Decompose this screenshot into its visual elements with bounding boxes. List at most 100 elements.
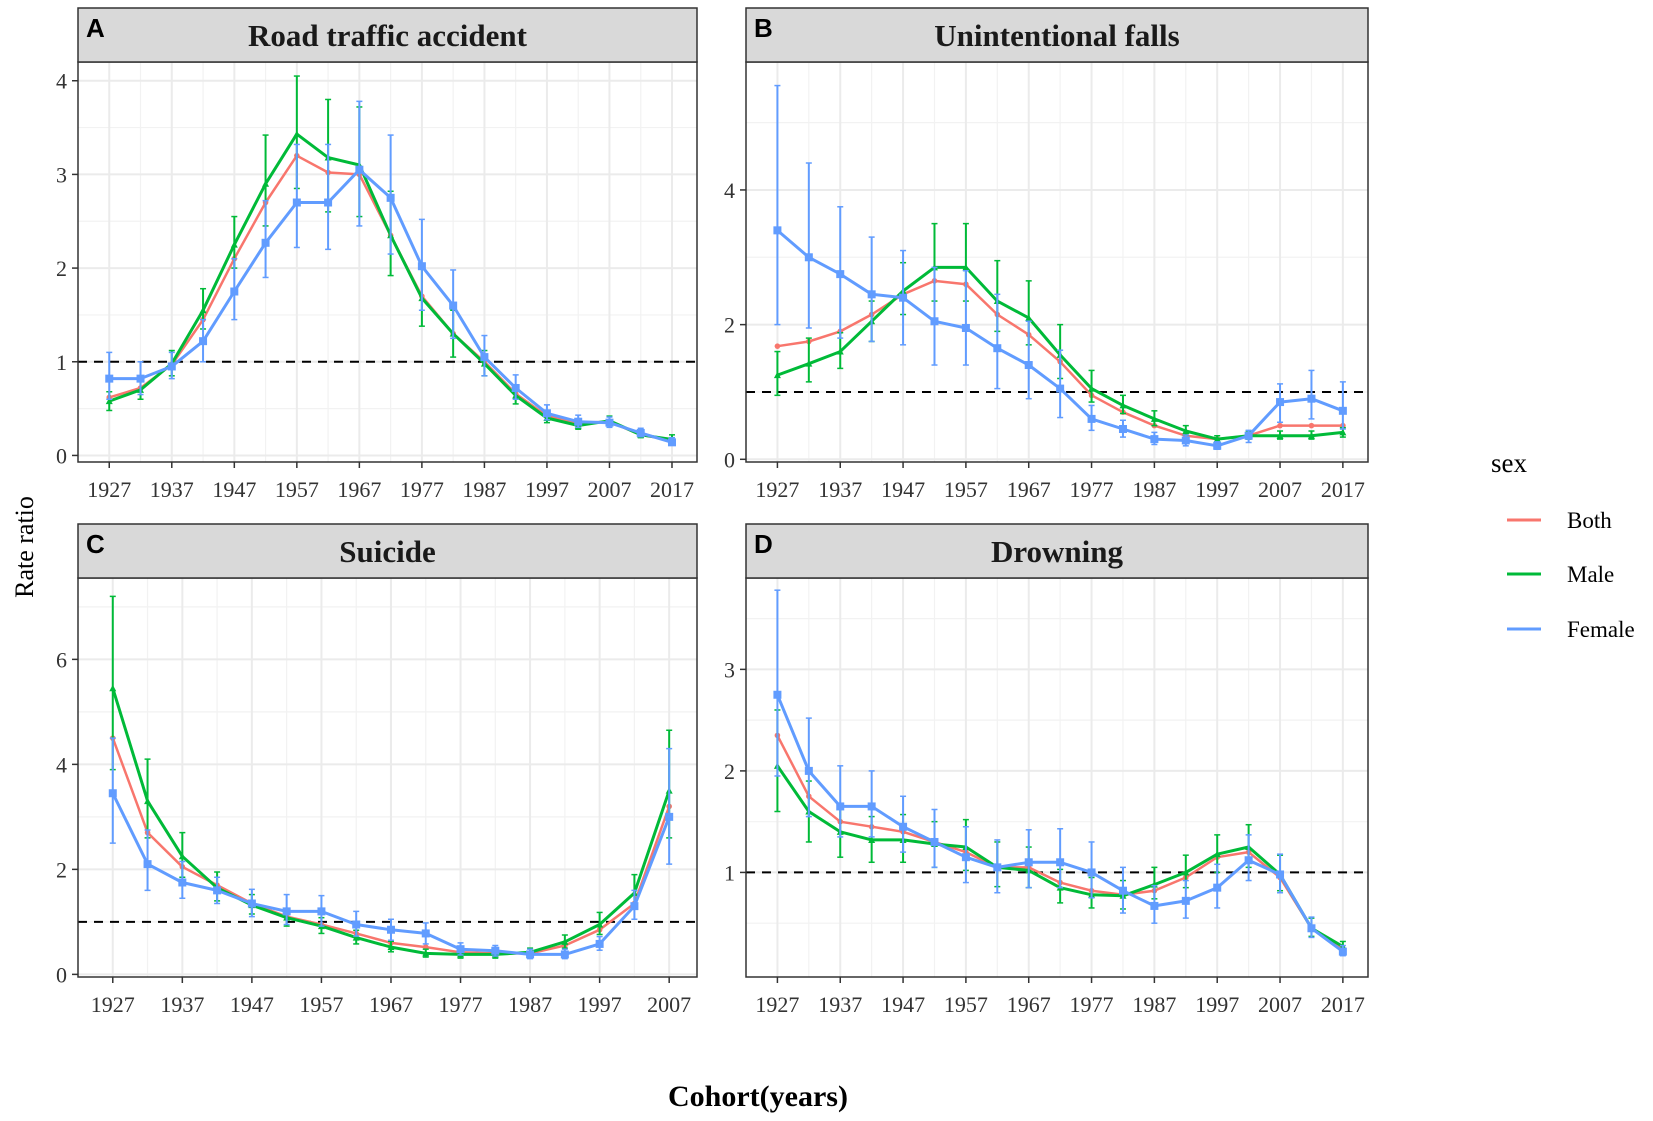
data-point-female: [1087, 868, 1096, 877]
data-point-male: [262, 180, 270, 187]
legend-label-both: Both: [1567, 508, 1612, 533]
data-point-female: [1338, 406, 1347, 415]
y-tick-label: 6: [56, 647, 67, 672]
data-point-female: [867, 290, 876, 299]
data-point-male: [1150, 415, 1158, 422]
data-point-male: [293, 130, 301, 138]
data-point-female: [143, 860, 152, 869]
data-point-female: [386, 925, 395, 934]
data-point-male: [1025, 314, 1033, 321]
data-point-female: [630, 902, 639, 911]
y-tick-label: 4: [56, 752, 67, 777]
y-tick-label: 0: [724, 447, 735, 472]
data-point-female: [1181, 436, 1190, 445]
x-axis-title: Cohort(years): [668, 1080, 848, 1113]
data-point-female: [605, 418, 614, 427]
x-tick-label: 1987: [462, 477, 506, 502]
x-tick-label: 1967: [369, 992, 413, 1017]
y-tick-label: 2: [56, 857, 67, 882]
data-point-male: [805, 360, 813, 367]
x-tick-label: 1957: [944, 992, 988, 1017]
data-point-female: [667, 438, 676, 447]
x-tick-label: 1937: [818, 477, 862, 502]
panel-c: 1927 1937 1947 1957 1967 1977 1987 1997 2007 0 2 4 6…: [56, 523, 698, 1017]
data-point-female: [386, 193, 395, 202]
data-point-male: [387, 943, 395, 951]
x-tick-label: 1997: [1195, 992, 1239, 1017]
data-point-female: [993, 863, 1002, 872]
data-point-female: [105, 374, 114, 383]
data-point-female: [199, 337, 208, 346]
x-tick-label: 2017: [1321, 477, 1365, 502]
data-point-male: [1213, 435, 1221, 443]
x-tick-label: 2007: [587, 477, 631, 502]
data-point-female: [167, 362, 176, 371]
data-point-both: [774, 343, 781, 349]
x-tick-label: 2007: [1258, 477, 1302, 502]
x-tick-label: 1977: [400, 477, 444, 502]
y-tick-label: 3: [56, 162, 67, 187]
data-point-male: [199, 306, 207, 314]
x-tick-label: 1977: [439, 992, 483, 1017]
data-point-female: [1024, 361, 1033, 370]
data-point-female: [108, 789, 117, 798]
data-point-female: [1118, 886, 1127, 895]
x-tick-label: 1927: [87, 477, 131, 502]
data-point-male: [773, 371, 781, 379]
data-point-male: [962, 263, 970, 271]
strip-title-b: Unintentional falls: [934, 18, 1179, 53]
x-tick-label: 1977: [1070, 992, 1114, 1017]
data-point-female: [930, 837, 939, 846]
data-point-female: [511, 383, 520, 392]
x-tick-label: 1997: [578, 992, 622, 1017]
data-point-female: [421, 929, 430, 938]
x-tick-label: 1967: [1007, 477, 1051, 502]
data-point-both: [1277, 422, 1283, 429]
panel-letter-c: C: [86, 529, 105, 559]
x-tick-label: 1997: [1195, 477, 1239, 502]
strip-d: [745, 523, 1369, 579]
x-tick-label: 1947: [230, 992, 274, 1017]
data-point-male: [1307, 432, 1315, 439]
strip-title-d: Drowning: [991, 534, 1124, 569]
data-point-female: [136, 374, 145, 383]
data-point-female: [542, 409, 551, 418]
data-point-female: [1338, 947, 1347, 956]
data-point-female: [836, 802, 845, 811]
data-point-female: [804, 766, 813, 775]
legend-entry-female: Female: [1507, 617, 1635, 642]
x-tick-label: 1927: [91, 992, 135, 1017]
data-point-male: [1182, 427, 1190, 435]
x-tick-label: 1937: [160, 992, 204, 1017]
x-tick-label: 1957: [299, 992, 343, 1017]
data-point-female: [1307, 394, 1316, 403]
data-point-female: [526, 950, 535, 959]
data-point-female: [178, 878, 187, 887]
y-tick-label: 2: [724, 759, 735, 784]
y-tick-label: 2: [724, 313, 735, 338]
data-point-female: [261, 238, 270, 247]
data-point-female: [1056, 384, 1065, 393]
data-point-female: [282, 907, 291, 916]
x-tick-label: 2007: [1258, 992, 1302, 1017]
strip-b: [745, 7, 1369, 63]
y-tick-label: 0: [56, 443, 67, 468]
panel-letter-b: B: [754, 13, 773, 43]
data-point-both: [1308, 422, 1315, 429]
data-point-female: [899, 293, 908, 302]
x-tick-label: 1987: [1132, 477, 1176, 502]
x-tick-label: 1937: [818, 992, 862, 1017]
data-point-male: [105, 397, 113, 405]
panel-background-b: [746, 62, 1368, 462]
data-point-female: [867, 802, 876, 811]
panel-background-d: [746, 578, 1368, 977]
data-point-female: [1087, 414, 1096, 423]
data-point-female: [355, 165, 364, 174]
data-point-female: [292, 198, 301, 207]
data-point-male: [1182, 868, 1190, 876]
x-tick-label: 1967: [1007, 992, 1051, 1017]
data-point-female: [773, 226, 782, 235]
panel-background-a: [78, 62, 697, 462]
y-axis-title: Rate ratio: [10, 496, 39, 598]
